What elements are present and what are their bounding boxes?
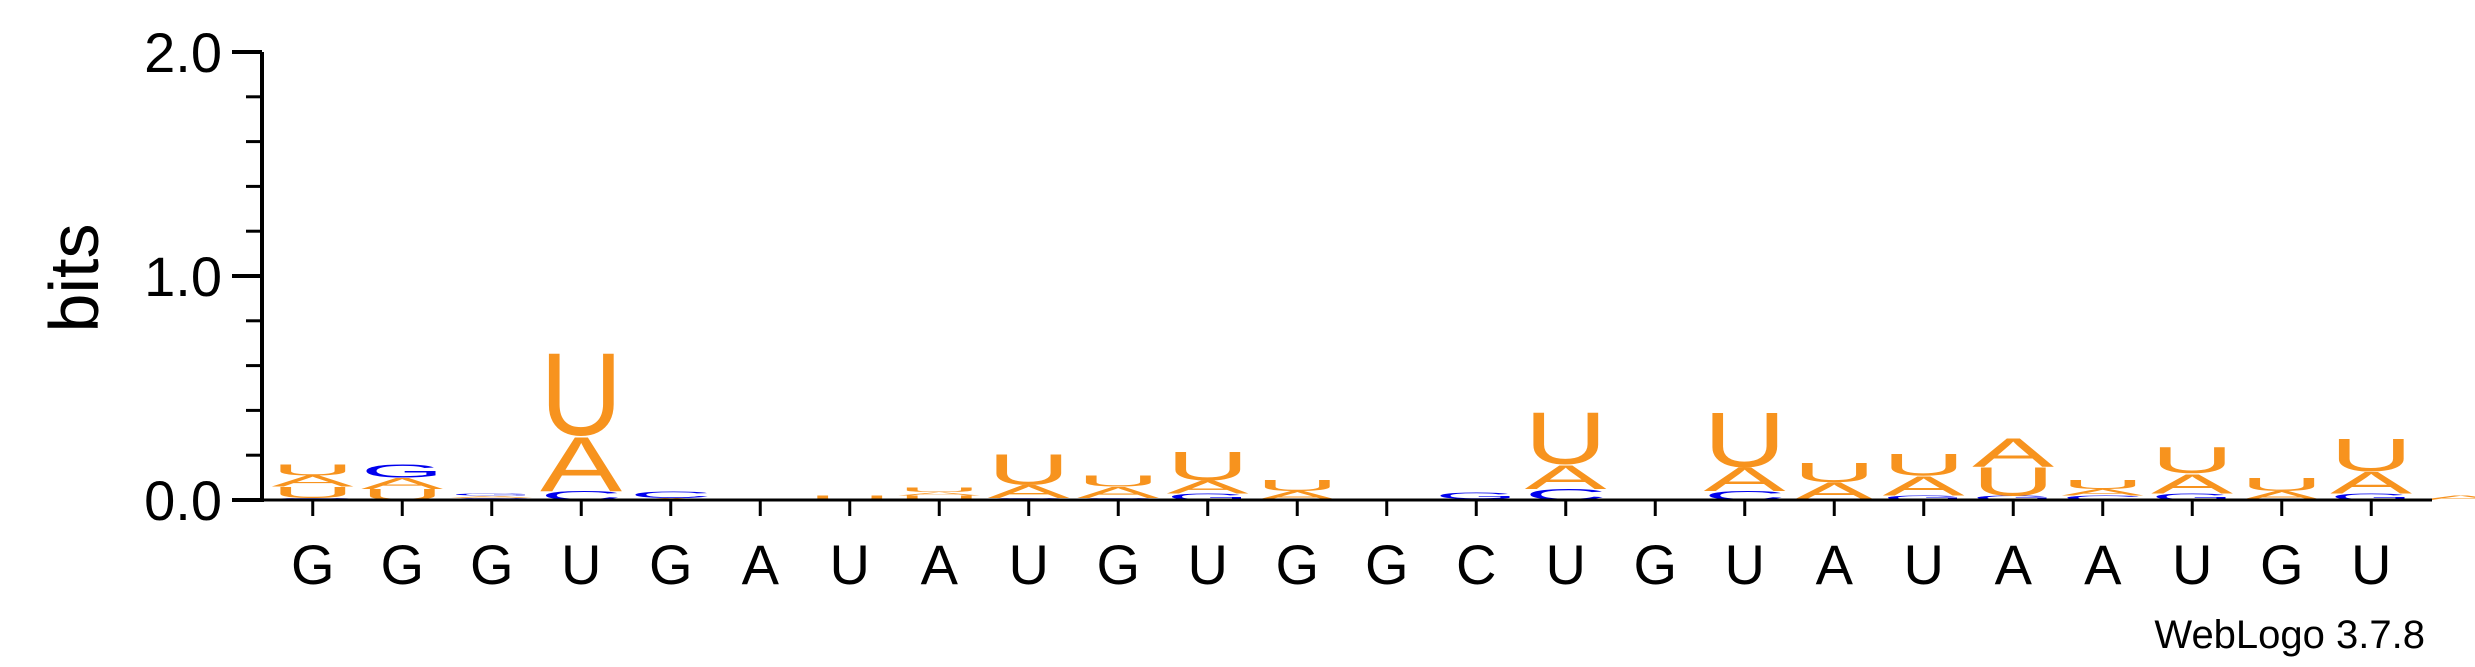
x-tick-label: U xyxy=(1725,533,1765,596)
logo-glyph: A xyxy=(988,481,1070,502)
x-tick-label: U xyxy=(561,533,601,596)
logo-glyph: A xyxy=(361,475,444,492)
logo-glyph: U xyxy=(1256,477,1338,494)
logo-glyph: G xyxy=(361,461,443,482)
logo-glyph: G xyxy=(1972,494,2054,501)
logo-glyph: A xyxy=(2062,487,2144,497)
logo-glyph: G xyxy=(2151,492,2233,502)
logo-glyph: A xyxy=(2151,468,2234,499)
logo-glyph: U xyxy=(1704,396,1786,483)
x-tick-label: U xyxy=(2351,533,2391,596)
logo-glyph: U xyxy=(898,494,980,501)
logo-glyph: A xyxy=(1077,484,1160,501)
logo-glyph: U xyxy=(1972,460,2054,505)
x-tick-label: G xyxy=(2260,533,2304,596)
y-tick-label: 1.0 xyxy=(144,245,222,308)
logo-glyph: A xyxy=(451,495,533,498)
y-axis-label: bits xyxy=(35,224,113,333)
y-tick-label: 0.0 xyxy=(144,469,222,532)
x-tick-label: G xyxy=(1633,533,1677,596)
logo-glyph: A xyxy=(1972,430,2054,475)
logo-glyph: C xyxy=(2062,494,2144,501)
weblogo-credit: WebLogo 3.7.8 xyxy=(2154,613,2425,657)
x-tick-label: C xyxy=(1456,533,1496,596)
x-tick-label: G xyxy=(470,533,514,596)
x-tick-label: A xyxy=(2084,533,2122,596)
logo-glyph: C xyxy=(630,489,712,499)
logo-glyph: U xyxy=(1883,447,1965,482)
logo-glyph: G xyxy=(1435,490,1517,500)
logo-glyph: U xyxy=(1167,444,1249,489)
y-ticks: 0.0 1.0 2.0 xyxy=(144,21,262,532)
x-tick-label: U xyxy=(1546,533,1586,596)
logo-glyph: A xyxy=(540,421,622,508)
logo-glyph: A xyxy=(272,473,355,490)
logo-glyph: G xyxy=(451,493,533,496)
logo-glyph: G xyxy=(1167,492,1249,502)
x-tick-label: U xyxy=(1009,533,1049,596)
x-tick-label: U xyxy=(1188,533,1228,596)
logo-glyph: A xyxy=(1167,476,1249,497)
x-tick-label: A xyxy=(742,533,780,596)
logo-glyph: U xyxy=(2330,429,2412,481)
logo-glyph: U xyxy=(1077,473,1159,490)
logo-glyph: U xyxy=(540,328,622,460)
x-tick-label: G xyxy=(1275,533,1319,596)
x-tick-label: U xyxy=(1904,533,1944,596)
logo-glyph: U xyxy=(1525,398,1607,481)
logo-glyph: A xyxy=(2420,494,2475,501)
y-tick-label: 2.0 xyxy=(144,21,222,84)
logo-glyph: U xyxy=(1793,457,1875,488)
logo-glyph: A xyxy=(898,491,980,496)
x-tick-label: G xyxy=(1096,533,1140,596)
logo-glyph: A xyxy=(1704,460,1786,498)
logo-glyph: U xyxy=(898,487,980,494)
x-tick-label: U xyxy=(2172,533,2212,596)
logo-glyph: U xyxy=(988,445,1070,493)
logo-glyph: U xyxy=(2062,478,2144,492)
x-tick-label: U xyxy=(830,533,870,596)
logo-glyph: U xyxy=(2151,439,2233,481)
logo-glyph: A xyxy=(1883,470,1966,501)
logo-glyph: G xyxy=(2330,492,2412,502)
x-tick-label: G xyxy=(380,533,424,596)
logo-glyph: U xyxy=(272,461,354,478)
x-tick-label: G xyxy=(649,533,693,596)
x-tick-label: A xyxy=(1995,533,2033,596)
logo-glyph: A xyxy=(2330,465,2412,500)
x-tick-label: G xyxy=(291,533,335,596)
logo-glyph: A xyxy=(1525,458,1607,496)
x-tick-label: A xyxy=(921,533,959,596)
logo-glyph: U xyxy=(2241,474,2323,495)
logo-glyph: U xyxy=(272,484,354,501)
logo-glyph: U xyxy=(809,494,891,501)
x-tick-label: A xyxy=(1816,533,1854,596)
x-tick-label: G xyxy=(1365,533,1409,596)
logo-glyph: G xyxy=(1883,494,1965,501)
